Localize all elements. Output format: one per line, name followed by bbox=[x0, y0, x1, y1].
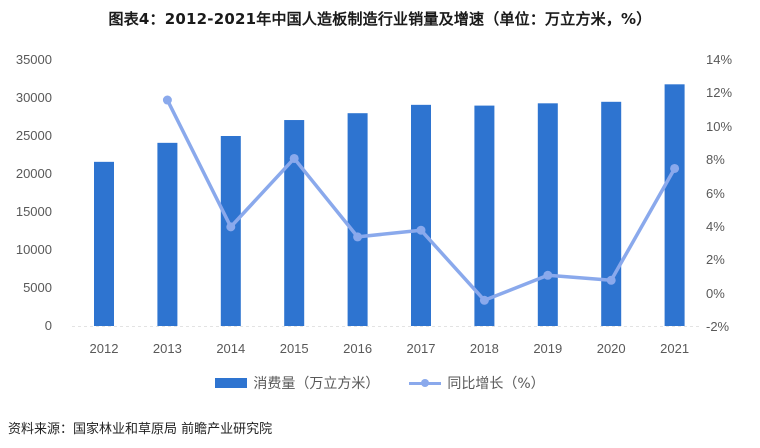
right-y-tick: 14% bbox=[706, 52, 733, 67]
right-y-tick: 0% bbox=[706, 285, 725, 301]
left-y-tick: 25000 bbox=[15, 128, 52, 143]
source-note: 资料来源：国家林业和草原局 前瞻产业研究院 bbox=[8, 422, 273, 437]
left-y-tick: 0 bbox=[44, 318, 52, 333]
left-y-tick: 35000 bbox=[15, 52, 52, 67]
legend-bar-swatch-icon bbox=[215, 378, 248, 388]
x-tick: 2018 bbox=[469, 341, 499, 356]
line-marker bbox=[226, 222, 236, 232]
left-y-tick: 15000 bbox=[15, 204, 52, 219]
x-tick: 2021 bbox=[660, 341, 690, 356]
line-marker bbox=[416, 225, 426, 235]
x-tick: 2013 bbox=[152, 341, 182, 356]
right-y-tick: 2% bbox=[706, 252, 725, 268]
bar bbox=[411, 104, 431, 326]
bar bbox=[157, 142, 178, 326]
line-marker bbox=[289, 153, 299, 163]
x-tick: 2015 bbox=[279, 341, 309, 356]
bar bbox=[474, 105, 495, 326]
bar bbox=[537, 103, 558, 326]
left-y-tick: 30000 bbox=[15, 90, 52, 105]
x-tick: 2017 bbox=[406, 341, 436, 356]
line-marker bbox=[670, 163, 680, 173]
right-y-tick: 10% bbox=[706, 118, 733, 134]
bar bbox=[94, 161, 114, 326]
left-y-tick: 5000 bbox=[23, 280, 52, 295]
legend: 消费量（万立方米） 同比增长（%） bbox=[0, 373, 760, 393]
x-tick: 2014 bbox=[216, 341, 246, 356]
bar bbox=[347, 113, 368, 326]
line-series bbox=[162, 95, 680, 305]
right-y-tick: 12% bbox=[706, 85, 733, 101]
bar bbox=[664, 84, 685, 326]
bar bbox=[601, 101, 622, 326]
line-marker bbox=[479, 295, 489, 305]
bar bbox=[284, 120, 305, 326]
x-tick: 2019 bbox=[533, 341, 563, 356]
left-y-tick: 10000 bbox=[15, 242, 52, 257]
right-y-tick: 8% bbox=[706, 152, 725, 168]
x-tick: 2012 bbox=[89, 341, 119, 356]
line-marker bbox=[606, 275, 616, 285]
line-marker bbox=[162, 95, 172, 105]
line-marker bbox=[543, 270, 553, 280]
legend-label-consumption: 消费量（万立方米） bbox=[253, 376, 380, 392]
x-tick: 2016 bbox=[343, 341, 373, 356]
right-y-tick: -2% bbox=[706, 319, 730, 334]
legend-label-growth: 同比增长（%） bbox=[447, 376, 545, 392]
bar-series bbox=[94, 84, 685, 326]
x-tick: 2020 bbox=[596, 341, 626, 356]
legend-item-growth: 同比增长（%） bbox=[409, 373, 545, 393]
line-marker bbox=[353, 232, 363, 242]
chart-title: 图表4：2012-2021年中国人造板制造行业销量及增速（单位：万立方米，%） bbox=[108, 10, 652, 28]
left-y-tick: 20000 bbox=[15, 166, 52, 181]
right-y-tick: 6% bbox=[706, 185, 725, 201]
legend-line-marker-icon bbox=[409, 378, 442, 388]
right-y-tick: 4% bbox=[706, 218, 725, 234]
legend-item-consumption: 消费量（万立方米） bbox=[215, 373, 379, 393]
